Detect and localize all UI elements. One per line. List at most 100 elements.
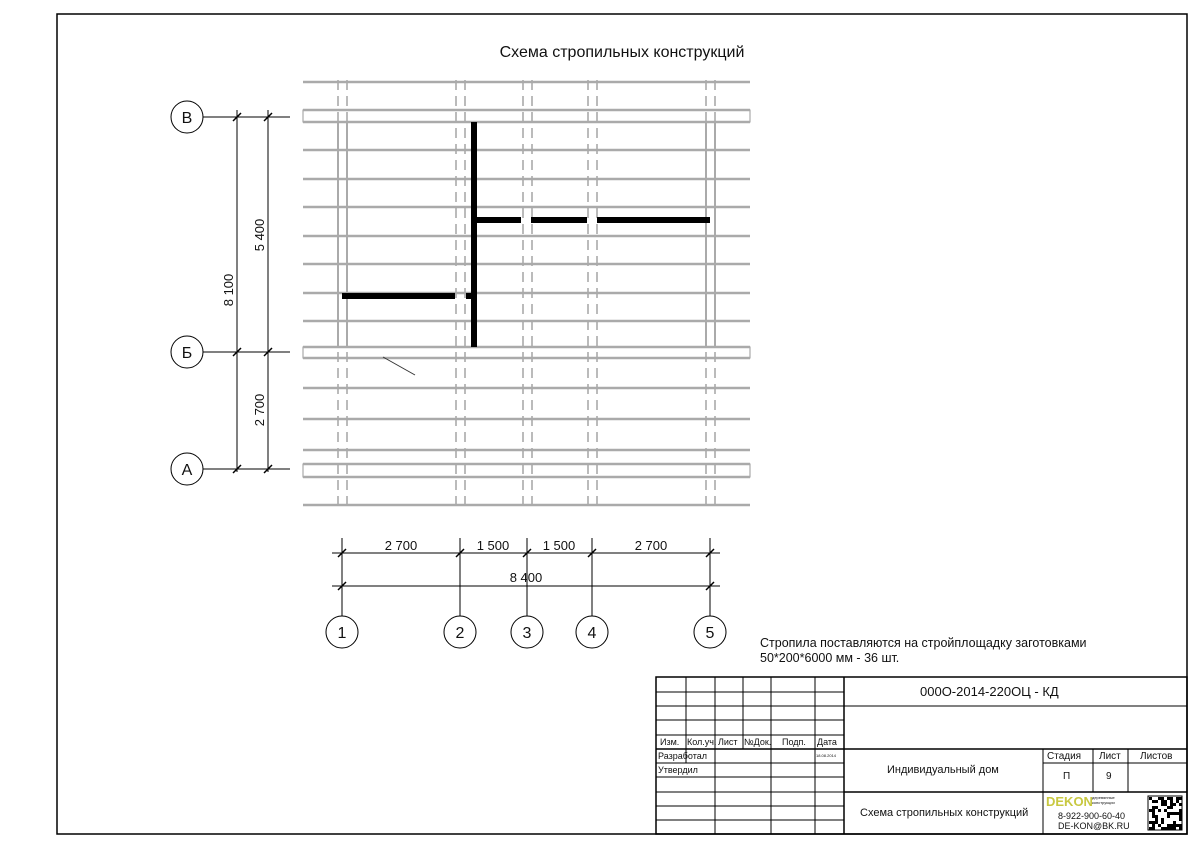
- qr-module: [1161, 803, 1164, 806]
- qr-module: [1152, 824, 1155, 827]
- door-swing: [382, 356, 416, 376]
- qr-module: [1179, 818, 1182, 821]
- axis-bubble-4: 4: [575, 615, 609, 649]
- qr-code: [1147, 795, 1183, 831]
- qr-module: [1152, 827, 1155, 830]
- qr-module: [1170, 797, 1173, 800]
- dim-tick: [705, 548, 715, 558]
- svg-text:Б: Б: [182, 345, 193, 362]
- svg-text:2: 2: [456, 625, 465, 642]
- axis-bubble-5: 5: [693, 615, 727, 649]
- qr-module: [1152, 815, 1155, 818]
- note: Стропила поставляются на стройплощадку з…: [760, 636, 1087, 666]
- svg-text:1: 1: [338, 625, 347, 642]
- dim-upper: 5 400: [252, 219, 267, 252]
- company-logo: DEKON: [1046, 794, 1093, 809]
- beam-horizontal: [477, 217, 521, 223]
- dim-tick: [337, 548, 347, 558]
- axis-bubble-3: 3: [510, 615, 544, 649]
- qr-module: [1170, 824, 1173, 827]
- dim-tick: [232, 347, 242, 357]
- qr-module: [1167, 806, 1170, 809]
- ridge-beam-vertical: [471, 122, 477, 347]
- qr-module: [1170, 827, 1173, 830]
- approved-label: Утвердил: [658, 765, 698, 775]
- sheet-label: Лист: [1099, 751, 1121, 762]
- qr-module: [1170, 812, 1173, 815]
- qr-module: [1152, 806, 1155, 809]
- axis-bubble-b: Б: [170, 335, 204, 369]
- axis-bubble-a: А: [170, 452, 204, 486]
- qr-module: [1167, 797, 1170, 800]
- dim-span-3: 1 500: [543, 538, 576, 553]
- developed-date: 18.08.2014: [816, 753, 837, 758]
- logo-subtitle: деревянные конструкции: [1092, 795, 1115, 805]
- qr-module: [1173, 821, 1176, 824]
- qr-module: [1155, 815, 1158, 818]
- wall-band: [302, 463, 751, 478]
- beam-horizontal: [531, 217, 587, 223]
- qr-module: [1152, 821, 1155, 824]
- sheets-label: Листов: [1140, 751, 1173, 762]
- dim-tick: [587, 548, 597, 558]
- qr-module: [1161, 818, 1164, 821]
- header-date: Дата: [817, 737, 837, 747]
- svg-text:В: В: [182, 110, 193, 127]
- header-list: Лист: [718, 737, 738, 747]
- dim-tick: [522, 548, 532, 558]
- qr-module: [1152, 800, 1155, 803]
- dim-tick: [232, 112, 242, 122]
- beam-horizontal: [342, 293, 455, 299]
- qr-module: [1155, 818, 1158, 821]
- beam-horizontal: [466, 293, 474, 299]
- qr-module: [1179, 812, 1182, 815]
- qr-module: [1176, 824, 1179, 827]
- qr-module: [1161, 821, 1164, 824]
- qr-module: [1158, 809, 1161, 812]
- qr-module: [1173, 827, 1176, 830]
- dim-lower: 2 700: [252, 394, 267, 427]
- qr-module: [1176, 812, 1179, 815]
- qr-module: [1152, 812, 1155, 815]
- sheet-border: [56, 13, 1188, 835]
- header-izm: Изм.: [660, 737, 680, 747]
- note-line-1: Стропила поставляются на стройплощадку з…: [760, 636, 1087, 650]
- header-doc: №Док.: [744, 737, 772, 747]
- axis-bubble-1: 1: [325, 615, 359, 649]
- beam-horizontal: [597, 217, 710, 223]
- wall-band: [302, 109, 751, 123]
- qr-module: [1152, 809, 1155, 812]
- svg-text:3: 3: [523, 625, 532, 642]
- qr-module: [1167, 812, 1170, 815]
- sheet-title: Схема стропильных конструкций: [860, 807, 1029, 819]
- title-block: [655, 676, 1188, 835]
- qr-module: [1170, 800, 1173, 803]
- qr-module: [1164, 800, 1167, 803]
- qr-module: [1167, 824, 1170, 827]
- qr-module: [1167, 827, 1170, 830]
- qr-module: [1161, 827, 1164, 830]
- qr-module: [1176, 797, 1179, 800]
- stage-value: П: [1063, 771, 1071, 782]
- qr-module: [1149, 809, 1152, 812]
- project-name: Индивидуальный дом: [887, 764, 999, 776]
- qr-module: [1176, 800, 1179, 803]
- qr-module: [1179, 827, 1182, 830]
- qr-module: [1149, 827, 1152, 830]
- title-block-frame: [655, 676, 1188, 835]
- qr-module: [1173, 812, 1176, 815]
- qr-module: [1170, 806, 1173, 809]
- qr-module: [1155, 800, 1158, 803]
- dim-tick: [263, 112, 273, 122]
- dim-tick: [232, 464, 242, 474]
- qr-module: [1173, 824, 1176, 827]
- drawing-title: Схема стропильных конструкций: [500, 44, 745, 61]
- header-kol: Кол.уч.: [687, 737, 717, 747]
- svg-text:5: 5: [706, 625, 715, 642]
- qr-module: [1167, 815, 1170, 818]
- qr-module: [1164, 809, 1167, 812]
- qr-module: [1179, 809, 1182, 812]
- qr-module: [1179, 797, 1182, 800]
- header-podp: Подп.: [782, 737, 806, 747]
